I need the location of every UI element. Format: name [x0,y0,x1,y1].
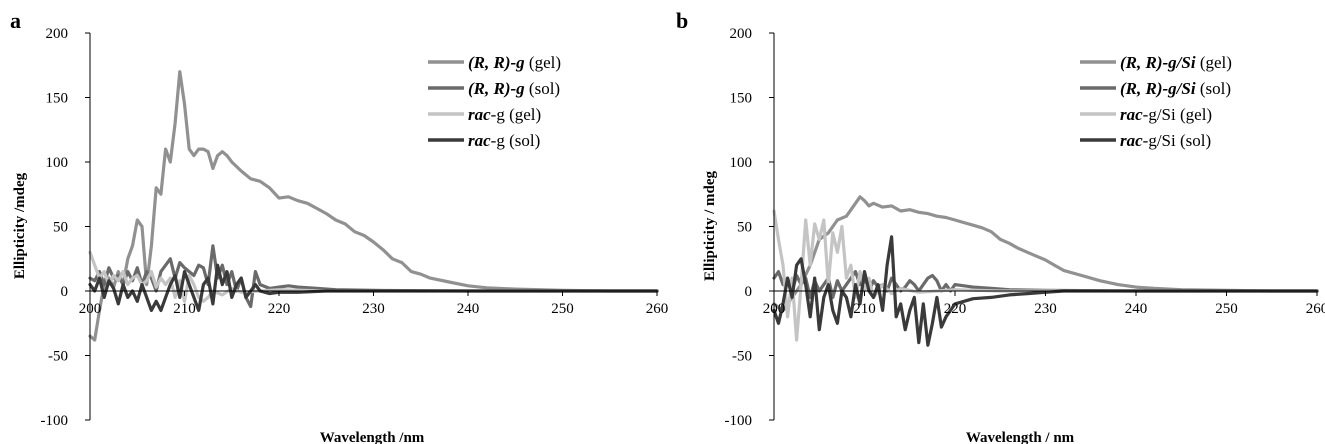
legend-entry-bold: rac [1120,105,1143,124]
panel-b-axes: -100 -50 0 50 100 150 200 200 210 220 230 240 250 260 [725,26,1325,429]
x-tick-label: 210 [173,301,196,317]
legend-entry-bold: (R, R)-g [468,53,525,72]
x-tick-label: 200 [763,301,786,317]
legend-entry-rest: -g (sol) [491,131,541,150]
legend-entry-4: rac-g (sol) [468,131,540,150]
y-tick-label: 200 [46,26,69,42]
panel-b-label: b [676,8,688,33]
panel-a-x-axis-label: Wavelength /nm [320,430,425,444]
panel-a: a -100 -50 0 50 100 150 200 200 210 220 230 240 250 2… [10,8,668,444]
x-tick-label: 260 [1306,301,1325,317]
y-tick-label: -100 [41,413,69,429]
x-tick-label: 220 [268,301,291,317]
series-line-1 [88,70,659,342]
legend-entry-3: rac-g (gel) [468,105,541,124]
legend-entry-2: (R, R)-g (sol) [468,79,560,98]
series-line-4 [772,235,1319,347]
y-tick-label: 150 [46,91,69,107]
y-tick-label: 100 [730,155,753,171]
legend-entry-bold: (R, R)-g/Si [1120,53,1196,72]
legend-entry-3: rac-g/Si (gel) [1120,105,1212,124]
legend-entry-rest: -g (gel) [491,105,542,124]
x-tick-label: 250 [1215,301,1238,317]
panel-b: b -100 -50 0 50 100 150 200 200 210 220 230 240 250 2… [676,8,1325,444]
y-tick-label: 100 [46,155,69,171]
y-tick-label: 50 [53,220,68,236]
legend-entry-rest: (gel) [525,53,561,72]
legend-entry-4: rac-g/Si (sol) [1120,131,1211,150]
x-tick-label: 200 [79,301,102,317]
x-tick-label: 220 [944,301,967,317]
x-tick-label: 250 [551,301,574,317]
y-tick-label: 200 [730,26,753,42]
legend-entry-bold: (R, R)-g [468,79,525,98]
y-tick-label: -50 [48,349,68,365]
x-tick-label: 240 [1125,301,1148,317]
legend-entry-rest: -g/Si (gel) [1143,105,1212,124]
y-tick-label: 0 [61,284,69,300]
y-tick-label: 150 [730,91,753,107]
series-line-4 [88,263,659,312]
panel-a-series-layer [88,70,659,342]
legend-entry-1: (R, R)-g (gel) [468,53,561,72]
legend-entry-bold: rac [468,105,491,124]
legend-entry-2: (R, R)-g/Si (sol) [1120,79,1231,98]
y-tick-label: 50 [737,220,752,236]
panel-a-axes: -100 -50 0 50 100 150 200 200 210 220 230 240 250 260 [41,26,669,429]
legend-entry-rest: (gel) [1196,53,1232,72]
legend-entry-bold: (R, R)-g/Si [1120,79,1196,98]
legend-entry-rest: (sol) [1196,79,1231,98]
legend-entry-rest: -g/Si (sol) [1143,131,1211,150]
panel-a-label: a [10,8,21,33]
panel-b-x-axis-label: Wavelength / nm [966,430,1075,444]
legend-entry-1: (R, R)-g/Si (gel) [1120,53,1232,72]
x-tick-label: 230 [1034,301,1057,317]
x-tick-label: 210 [853,301,876,317]
legend-entry-bold: rac [468,131,491,150]
x-tick-label: 240 [457,301,480,317]
legend-entry-bold: rac [1120,131,1143,150]
y-tick-label: -50 [732,349,752,365]
series-line-1 [772,195,1319,312]
legend-entry-rest: (sol) [525,79,560,98]
x-tick-label: 230 [362,301,385,317]
y-tick-label: 0 [745,284,753,300]
panel-b-series-layer [772,195,1319,347]
panel-a-y-axis-label: Ellipticity /mdeg [12,172,28,279]
y-tick-label: -100 [725,413,753,429]
x-tick-label: 260 [646,301,669,317]
panel-a-legend: (R, R)-g (gel)(R, R)-g (sol)rac-g (gel)r… [428,53,561,150]
panel-b-legend: (R, R)-g/Si (gel)(R, R)-g/Si (sol)rac-g/… [1080,53,1232,150]
panel-b-y-axis-label: Ellipticity / mdeg [702,171,718,281]
